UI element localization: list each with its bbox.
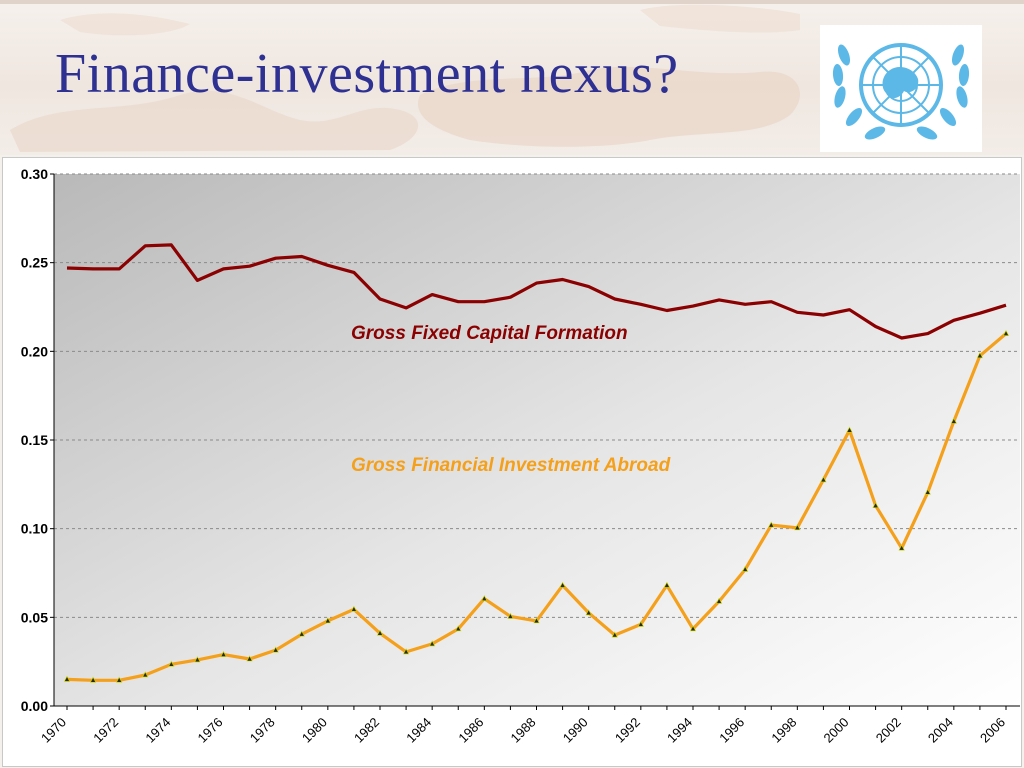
data-point-marker [142, 671, 149, 678]
data-point-marker [637, 620, 644, 627]
data-point-marker [585, 609, 592, 616]
y-tick-label: 0.00 [21, 698, 48, 714]
data-point-marker [924, 488, 931, 495]
series-line-0 [66, 243, 1007, 340]
data-point-marker [820, 476, 827, 483]
data-point-marker [533, 617, 540, 624]
data-point-marker [976, 352, 984, 359]
data-point-marker [298, 630, 305, 637]
data-point-marker [898, 544, 905, 551]
x-tick-label: 1990 [560, 715, 591, 746]
y-tick-label: 0.20 [21, 343, 48, 359]
x-tick-label: 1982 [351, 715, 382, 746]
x-tick-label: 1972 [90, 715, 121, 746]
x-tick-label: 1976 [195, 715, 226, 746]
chart-frame: 0.30 0.25 0.20 0.15 0.10 0.05 0.00 1970 1972 197… [2, 157, 1022, 767]
x-tick-label: 1980 [299, 715, 330, 746]
x-tick-label: 1974 [142, 715, 173, 746]
x-tick-label: 2006 [977, 715, 1008, 746]
data-point-marker [507, 612, 514, 619]
y-tick-label: 0.10 [21, 521, 48, 537]
data-point-marker [794, 524, 801, 531]
data-point-marker [1002, 329, 1010, 336]
y-tick-label: 0.25 [21, 255, 48, 271]
line-chart: 0.30 0.25 0.20 0.15 0.10 0.05 0.00 1970 1972 197… [21, 166, 1020, 746]
slide-header: Finance-investment nexus? [0, 0, 1024, 155]
data-point-marker [872, 501, 879, 508]
x-tick-label: 1988 [508, 715, 539, 746]
series-label-gfia: Gross Financial Investment Abroad [351, 455, 671, 476]
x-tick-label: 1998 [768, 715, 799, 746]
data-point-marker [950, 417, 957, 424]
data-point-marker [116, 676, 123, 683]
x-tick-label: 1970 [38, 715, 69, 746]
data-point-marker [168, 660, 175, 667]
data-point-marker [376, 629, 384, 636]
data-point-marker [194, 656, 201, 663]
data-point-marker [846, 426, 853, 433]
data-point-marker [402, 648, 410, 655]
x-tick-label: 1996 [716, 715, 747, 746]
x-tick-label: 2004 [925, 715, 956, 746]
data-point-marker [455, 625, 462, 632]
slide-title: Finance-investment nexus? [55, 43, 679, 105]
y-tick-label: 0.05 [21, 609, 48, 625]
x-tick-label: 1986 [455, 715, 486, 746]
x-tick-label: 1978 [247, 715, 278, 746]
x-tick-label: 1994 [664, 715, 695, 746]
x-tick-label: 1992 [612, 715, 643, 746]
data-point-marker [715, 597, 723, 604]
y-tick-label: 0.30 [21, 166, 48, 182]
data-point-marker [429, 640, 436, 647]
data-point-marker [272, 646, 279, 653]
data-point-marker [689, 625, 697, 632]
x-tick-label: 2002 [873, 715, 904, 746]
world-map-watermark [0, 0, 1024, 152]
data-point-marker [481, 595, 488, 602]
data-point-marker [559, 581, 566, 588]
un-emblem-icon [820, 25, 982, 152]
data-point-marker [350, 605, 358, 612]
x-tick-label: 1984 [403, 715, 434, 746]
data-point-marker [220, 650, 227, 657]
data-point-marker [768, 521, 775, 528]
y-tick-label: 0.15 [21, 432, 48, 448]
data-point-marker [663, 581, 671, 588]
series-label-gfcf: Gross Fixed Capital Formation [351, 323, 628, 344]
data-point-marker [611, 631, 618, 638]
data-point-marker [246, 655, 253, 662]
data-point-marker [742, 565, 749, 572]
x-tick-label: 2000 [821, 715, 852, 746]
data-point-marker [63, 675, 71, 682]
data-point-marker [324, 617, 331, 624]
data-point-marker [89, 676, 97, 683]
